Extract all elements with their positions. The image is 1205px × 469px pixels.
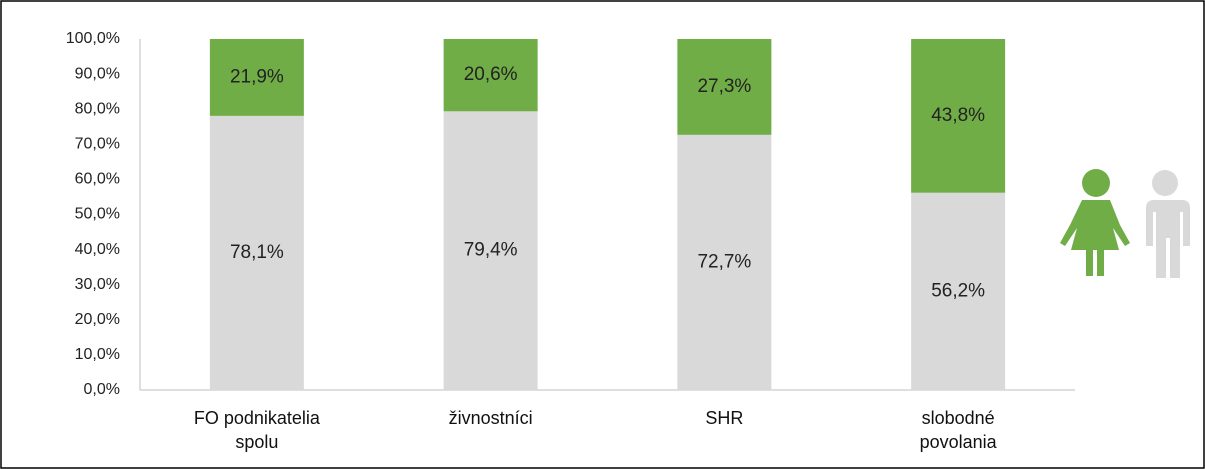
y-tick-label: 40,0% bbox=[75, 241, 120, 258]
y-tick-label: 50,0% bbox=[75, 206, 120, 223]
y-tick-label: 60,0% bbox=[75, 171, 120, 188]
x-tick-label: slobodné povolania bbox=[919, 408, 997, 452]
y-tick-label: 90,0% bbox=[75, 65, 120, 82]
woman-icon bbox=[1060, 169, 1130, 276]
data-label: 56,2% bbox=[931, 280, 985, 301]
bar-segment bbox=[911, 192, 1006, 390]
y-tick-label: 70,0% bbox=[75, 136, 120, 153]
x-tick-label-box: FO podnikatelia spolu bbox=[193, 408, 320, 452]
x-tick-label: živnostníci bbox=[448, 408, 533, 428]
man-icon bbox=[1146, 170, 1190, 278]
bar-segment bbox=[209, 115, 304, 390]
bar-segment bbox=[443, 39, 538, 112]
data-label: 21,9% bbox=[230, 66, 284, 87]
bar-segment bbox=[209, 39, 304, 116]
y-tick-label: 20,0% bbox=[75, 311, 120, 328]
data-label: 43,8% bbox=[931, 105, 985, 126]
data-label: 27,3% bbox=[697, 76, 751, 97]
bar-segment bbox=[677, 134, 772, 390]
y-tick-label: 30,0% bbox=[75, 276, 120, 293]
y-tick-label: 0,0% bbox=[84, 381, 120, 398]
data-label: 78,1% bbox=[230, 242, 284, 263]
y-tick-label: 100,0% bbox=[66, 30, 120, 47]
x-tick-label: SHR bbox=[705, 408, 744, 428]
data-label: 79,4% bbox=[464, 240, 518, 261]
data-label: 72,7% bbox=[697, 251, 751, 272]
x-tick-label-box: SHR bbox=[705, 408, 744, 428]
y-tick-label: 10,0% bbox=[75, 346, 120, 363]
data-label: 20,6% bbox=[464, 64, 518, 85]
bar-segment bbox=[677, 39, 772, 135]
x-tick-label: FO podnikatelia spolu bbox=[193, 408, 320, 452]
bar-segment bbox=[443, 111, 538, 390]
y-tick-label: 80,0% bbox=[75, 100, 120, 117]
x-tick-label-box: slobodné povolania bbox=[919, 408, 997, 452]
bar-segment bbox=[911, 39, 1006, 193]
x-tick-label-box: živnostníci bbox=[448, 408, 533, 428]
